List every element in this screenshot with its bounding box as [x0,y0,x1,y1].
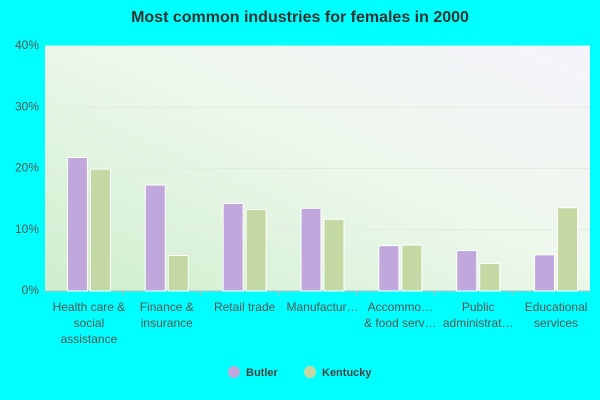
bar [557,207,579,292]
bar [245,209,267,292]
bar [378,245,400,292]
y-tick-label: 30% [15,99,39,113]
y-tick-label: 40% [15,38,39,52]
bar [144,184,166,292]
bar [479,262,501,292]
legend-swatch [228,366,240,378]
x-tick-label: Manufactur… [286,300,359,314]
legend-label: Kentucky [322,367,372,379]
bar [456,250,478,292]
chart-title: Most common industries for females in 20… [131,9,469,26]
x-tick-label: Finance & insurance [139,300,194,330]
bar [167,254,189,292]
legend-swatch [304,366,316,378]
y-tick-label: 20% [15,161,39,175]
x-tick-label: Accommo… & food serv… [363,300,437,330]
x-tick-label: Public administrat… [442,300,514,330]
legend-label: Butler [246,367,279,379]
y-tick-label: 0% [22,283,40,297]
x-tick-label: Health care & social assistance [52,300,126,346]
bar [300,207,322,292]
bar [534,254,556,292]
x-tick-label: Retail trade [213,300,276,314]
bar [89,168,111,292]
y-tick-label: 10% [15,222,39,236]
bar [66,156,88,292]
x-tick-label: Educational services [524,300,588,330]
bar [323,218,345,292]
bar [222,202,244,292]
bar [401,244,423,292]
